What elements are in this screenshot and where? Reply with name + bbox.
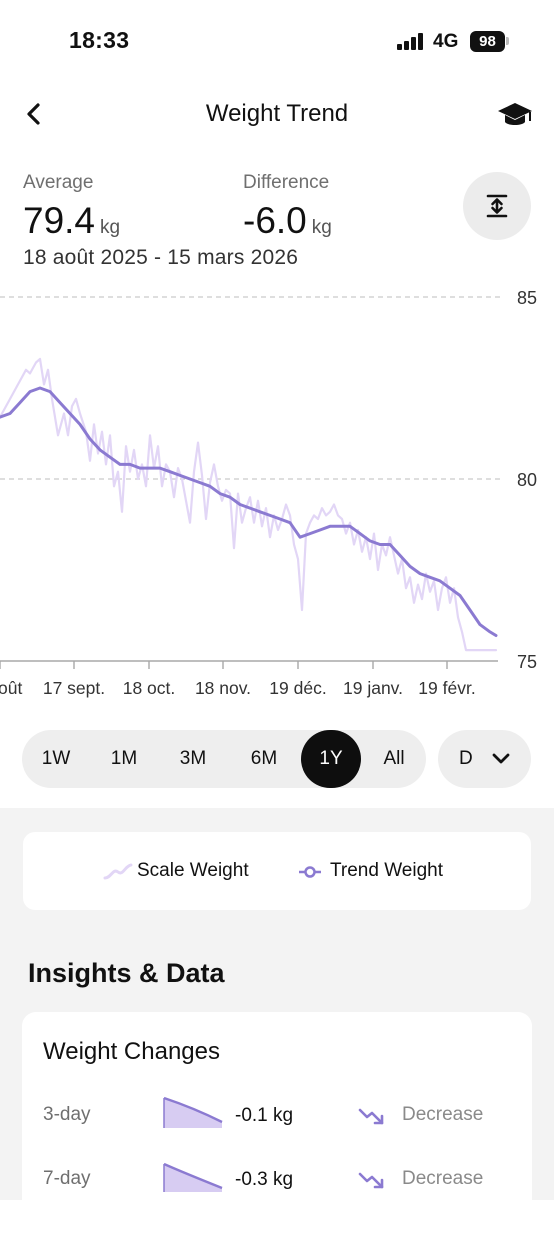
average-value-group: 79.4 kg: [23, 200, 120, 242]
weight-changes-title: Weight Changes: [43, 1038, 220, 1065]
status-time: 18:33: [69, 27, 130, 53]
trend-weight-series: [0, 386, 498, 637]
period-1y-button[interactable]: 1Y: [301, 730, 361, 788]
header: Weight Trend: [0, 90, 554, 140]
legend-trend-label: Trend Weight: [330, 860, 443, 881]
stats-summary: Average 79.4 kg Difference -6.0 kg 18 août…: [0, 168, 554, 278]
period-selector: 1W 1M 3M 6M 1Y All: [22, 730, 426, 788]
trend-weight-line-icon: [299, 866, 321, 878]
change-period: 7-day: [43, 1168, 91, 1189]
difference-value: -6.0: [243, 200, 307, 241]
x-tick-label: oût: [0, 678, 22, 698]
scale-weight-series: [0, 357, 498, 652]
x-tick-label: 18 oct.: [123, 678, 176, 698]
x-tick-label: 19 déc.: [269, 678, 326, 698]
average-label: Average: [23, 172, 94, 193]
status-bar: 18:33 4G 98: [0, 0, 554, 84]
change-value: -0.3 kg: [235, 1169, 294, 1190]
battery-icon: 98: [470, 31, 505, 52]
learn-button[interactable]: [496, 98, 534, 132]
x-tick-label: 19 janv.: [343, 678, 403, 698]
interval-label: D: [459, 748, 473, 769]
insights-title: Insights & Data: [28, 958, 225, 988]
legend-scale-label: Scale Weight: [137, 860, 249, 881]
legend-trend-weight[interactable]: Trend Weight: [298, 832, 443, 910]
x-tick-label: 17 sept.: [43, 678, 105, 698]
difference-label: Difference: [243, 172, 330, 193]
decrease-sparkline-icon: [163, 1096, 223, 1128]
difference-value-group: -6.0 kg: [243, 200, 332, 242]
change-period: 3-day: [43, 1104, 91, 1125]
change-row: 3-day -0.1 kg Decrease: [22, 1096, 532, 1136]
graduation-cap-icon: [498, 103, 532, 125]
y-tick-label: 80: [517, 470, 537, 490]
period-1m-button[interactable]: 1M: [110, 748, 138, 769]
period-1w-button[interactable]: 1W: [41, 748, 71, 769]
scale-toggle-button[interactable]: [463, 172, 531, 240]
period-3m-button[interactable]: 3M: [179, 748, 207, 769]
back-button[interactable]: [18, 98, 50, 130]
change-status: Decrease: [402, 1168, 484, 1189]
y-tick-label: 85: [517, 288, 537, 308]
vertical-expand-icon: [486, 194, 508, 218]
decrease-sparkline-icon: [163, 1162, 223, 1192]
x-tick-label: 19 févr.: [418, 678, 475, 698]
date-range: 18 août 2025 - 15 mars 2026: [23, 246, 299, 269]
change-row: 7-day -0.3 kg Decrease: [22, 1160, 532, 1200]
network-type: 4G: [433, 31, 459, 52]
weight-trend-chart[interactable]: 85 80 75 oût 17 sept. 18 oct. 18 nov. 19 déc. 19…: [0, 280, 554, 700]
period-6m-button[interactable]: 6M: [250, 748, 278, 769]
page-title: Weight Trend: [205, 100, 349, 127]
battery-tip: [506, 37, 509, 45]
scale-weight-line-icon: [103, 863, 133, 880]
legend-card: Scale Weight Trend Weight: [23, 832, 531, 910]
x-tick-label: 18 nov.: [195, 678, 251, 698]
interval-select[interactable]: D: [438, 730, 531, 788]
trend-down-icon: [358, 1108, 384, 1125]
legend-scale-weight[interactable]: Scale Weight: [103, 832, 249, 910]
average-value: 79.4: [23, 200, 96, 241]
chevron-left-icon: [27, 103, 40, 125]
signal-icon: [397, 33, 427, 50]
change-status: Decrease: [402, 1104, 484, 1125]
difference-unit: kg: [311, 217, 332, 238]
lower-section: Scale Weight Trend Weight Insights & Dat…: [0, 808, 554, 1242]
change-value: -0.1 kg: [235, 1105, 294, 1126]
trend-down-icon: [358, 1172, 384, 1189]
chevron-down-icon: [492, 753, 510, 764]
average-unit: kg: [100, 217, 121, 238]
y-tick-label: 75: [517, 652, 537, 672]
weight-changes-card[interactable]: Weight Changes 3-day -0.1 kg Decrease 7-…: [22, 1012, 532, 1242]
period-all-button[interactable]: All: [383, 748, 405, 769]
